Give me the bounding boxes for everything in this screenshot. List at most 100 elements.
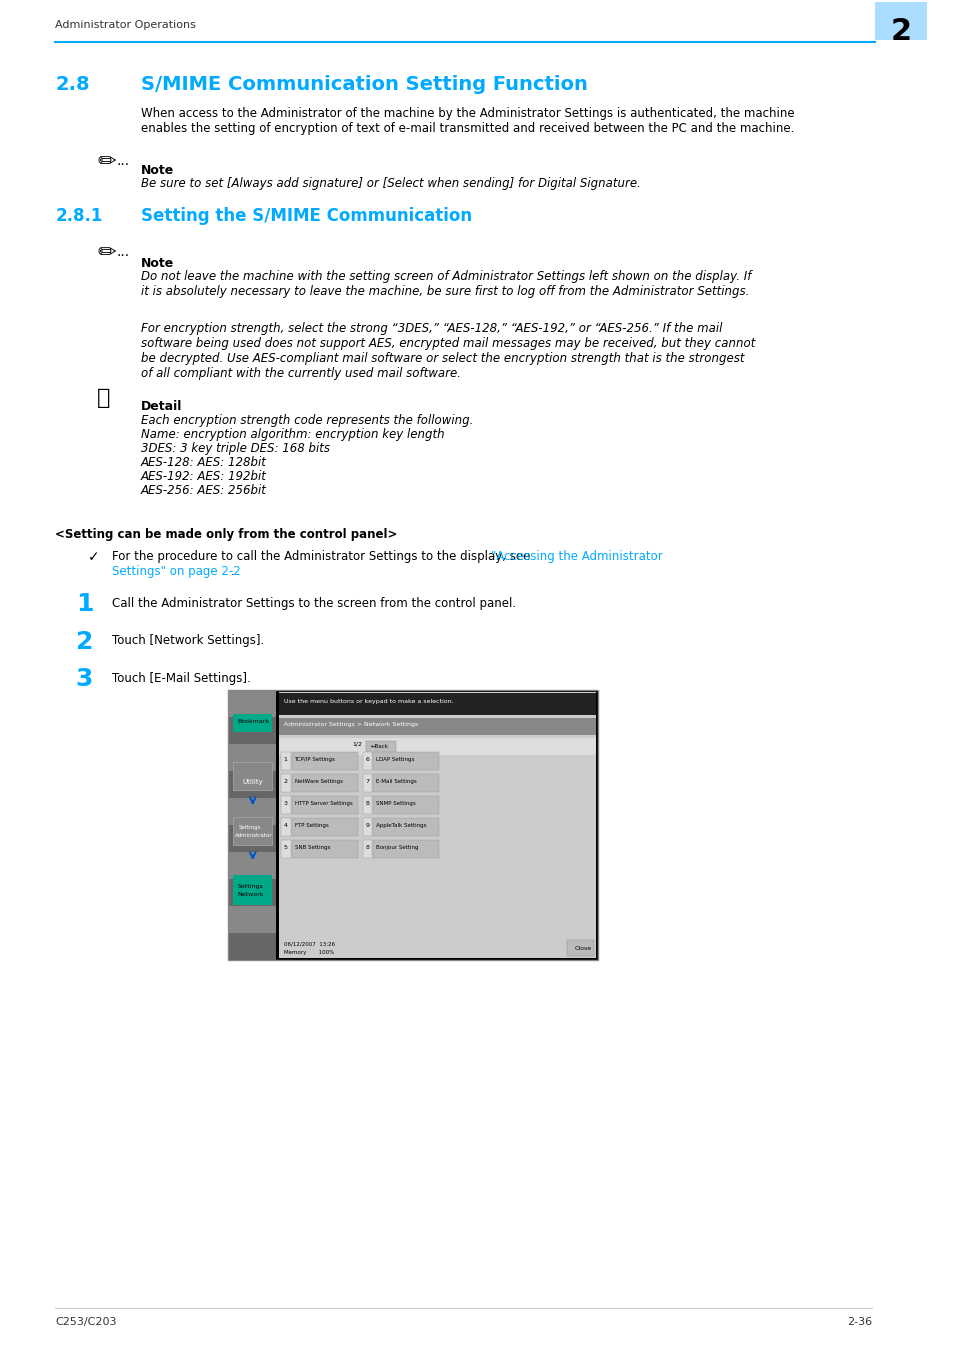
FancyBboxPatch shape <box>233 714 272 732</box>
Text: 06/12/2007  13:26: 06/12/2007 13:26 <box>284 942 335 946</box>
Text: FTP Settings: FTP Settings <box>294 824 328 828</box>
FancyBboxPatch shape <box>373 796 439 814</box>
FancyBboxPatch shape <box>292 818 357 836</box>
FancyBboxPatch shape <box>229 798 275 825</box>
Text: Note: Note <box>141 256 174 270</box>
Text: AES-192: AES: 192bit: AES-192: AES: 192bit <box>141 470 267 483</box>
FancyBboxPatch shape <box>362 774 372 792</box>
FancyBboxPatch shape <box>233 875 272 905</box>
Text: Administrator: Administrator <box>235 833 273 838</box>
Text: ...: ... <box>116 154 130 167</box>
Text: ✏: ✏ <box>97 243 115 263</box>
Text: 2-36: 2-36 <box>846 1318 871 1327</box>
Text: Touch [E-Mail Settings].: Touch [E-Mail Settings]. <box>112 672 251 684</box>
Text: S/MIME Communication Setting Function: S/MIME Communication Setting Function <box>141 76 587 95</box>
Text: Network: Network <box>237 892 263 896</box>
Text: 1: 1 <box>284 757 288 761</box>
FancyBboxPatch shape <box>292 796 357 814</box>
Text: .: . <box>230 566 233 578</box>
Text: Utility: Utility <box>242 779 262 784</box>
Text: 2.8.1: 2.8.1 <box>55 207 103 225</box>
FancyBboxPatch shape <box>229 906 275 933</box>
FancyBboxPatch shape <box>280 774 291 792</box>
Text: 3: 3 <box>75 667 93 691</box>
Text: 1: 1 <box>75 593 93 616</box>
FancyBboxPatch shape <box>373 774 439 792</box>
Text: Close: Close <box>574 946 591 950</box>
Text: 2: 2 <box>75 630 93 653</box>
Text: 8: 8 <box>365 845 369 850</box>
FancyBboxPatch shape <box>373 752 439 769</box>
FancyBboxPatch shape <box>280 796 291 814</box>
Text: Use the menu buttons or keypad to make a selection.: Use the menu buttons or keypad to make a… <box>284 699 453 703</box>
FancyBboxPatch shape <box>292 752 357 769</box>
Text: 5: 5 <box>284 845 288 850</box>
FancyBboxPatch shape <box>373 840 439 859</box>
Text: TCP/IP Settings: TCP/IP Settings <box>294 757 335 761</box>
Text: Bonjour Setting: Bonjour Setting <box>375 845 418 850</box>
Text: ✏: ✏ <box>97 153 115 171</box>
Text: ←Back: ←Back <box>370 744 388 749</box>
FancyBboxPatch shape <box>278 938 596 958</box>
FancyBboxPatch shape <box>292 774 357 792</box>
FancyBboxPatch shape <box>362 752 372 769</box>
FancyBboxPatch shape <box>874 1 926 40</box>
Text: 1/2: 1/2 <box>352 743 361 747</box>
FancyBboxPatch shape <box>278 693 596 716</box>
Text: "Accessing the Administrator: "Accessing the Administrator <box>491 549 662 563</box>
Text: ...: ... <box>116 244 130 259</box>
FancyBboxPatch shape <box>233 817 272 845</box>
Text: Setting the S/MIME Communication: Setting the S/MIME Communication <box>141 207 472 225</box>
Text: Name: encryption algorithm: encryption key length: Name: encryption algorithm: encryption k… <box>141 428 444 441</box>
Text: 8: 8 <box>365 801 369 806</box>
Text: Each encryption strength code represents the following.: Each encryption strength code represents… <box>141 414 473 427</box>
FancyBboxPatch shape <box>229 879 275 906</box>
Text: Settings" on page 2-2: Settings" on page 2-2 <box>112 566 240 578</box>
Text: 9: 9 <box>365 824 369 828</box>
Text: For the procedure to call the Administrator Settings to the display, see: For the procedure to call the Administra… <box>112 549 534 563</box>
FancyBboxPatch shape <box>228 690 598 960</box>
FancyBboxPatch shape <box>233 761 272 790</box>
FancyBboxPatch shape <box>229 825 275 852</box>
Text: 2: 2 <box>889 18 911 46</box>
Text: LDAP Settings: LDAP Settings <box>375 757 415 761</box>
Text: E-Mail Settings: E-Mail Settings <box>375 779 416 784</box>
Text: 2.8: 2.8 <box>55 76 90 95</box>
Text: HTTP Server Settings: HTTP Server Settings <box>294 801 352 806</box>
Text: 3: 3 <box>284 801 288 806</box>
FancyBboxPatch shape <box>229 717 275 744</box>
FancyBboxPatch shape <box>292 840 357 859</box>
FancyBboxPatch shape <box>566 940 594 956</box>
FancyBboxPatch shape <box>280 840 291 859</box>
FancyBboxPatch shape <box>280 818 291 836</box>
FancyBboxPatch shape <box>280 752 291 769</box>
FancyBboxPatch shape <box>278 738 596 755</box>
FancyBboxPatch shape <box>229 933 275 960</box>
Text: Touch [Network Settings].: Touch [Network Settings]. <box>112 634 264 647</box>
Text: Administrator Settings > Network Settings: Administrator Settings > Network Setting… <box>284 722 417 728</box>
Text: When access to the Administrator of the machine by the Administrator Settings is: When access to the Administrator of the … <box>141 107 794 135</box>
Text: 🔍: 🔍 <box>97 387 111 408</box>
Text: 3DES: 3 key triple DES: 168 bits: 3DES: 3 key triple DES: 168 bits <box>141 441 330 455</box>
Text: Settings: Settings <box>238 825 260 830</box>
FancyBboxPatch shape <box>366 741 395 755</box>
FancyBboxPatch shape <box>362 796 372 814</box>
Text: NetWare Settings: NetWare Settings <box>294 779 342 784</box>
FancyBboxPatch shape <box>278 718 596 734</box>
Text: AppleTalk Settings: AppleTalk Settings <box>375 824 426 828</box>
Text: SNB Settings: SNB Settings <box>294 845 330 850</box>
FancyBboxPatch shape <box>362 818 372 836</box>
Text: ✓: ✓ <box>88 549 99 564</box>
Text: AES-256: AES: 256bit: AES-256: AES: 256bit <box>141 485 267 497</box>
FancyBboxPatch shape <box>229 852 275 879</box>
Text: Memory       100%: Memory 100% <box>284 950 334 954</box>
Text: For encryption strength, select the strong “3DES,” “AES-128,” “AES-192,” or “AES: For encryption strength, select the stro… <box>141 323 755 379</box>
Text: Administrator Operations: Administrator Operations <box>55 20 196 30</box>
Text: 4: 4 <box>284 824 288 828</box>
Text: C253/C203: C253/C203 <box>55 1318 117 1327</box>
FancyBboxPatch shape <box>373 818 439 836</box>
Text: 2: 2 <box>284 779 288 784</box>
FancyBboxPatch shape <box>278 693 596 958</box>
FancyBboxPatch shape <box>362 840 372 859</box>
FancyBboxPatch shape <box>229 771 275 798</box>
